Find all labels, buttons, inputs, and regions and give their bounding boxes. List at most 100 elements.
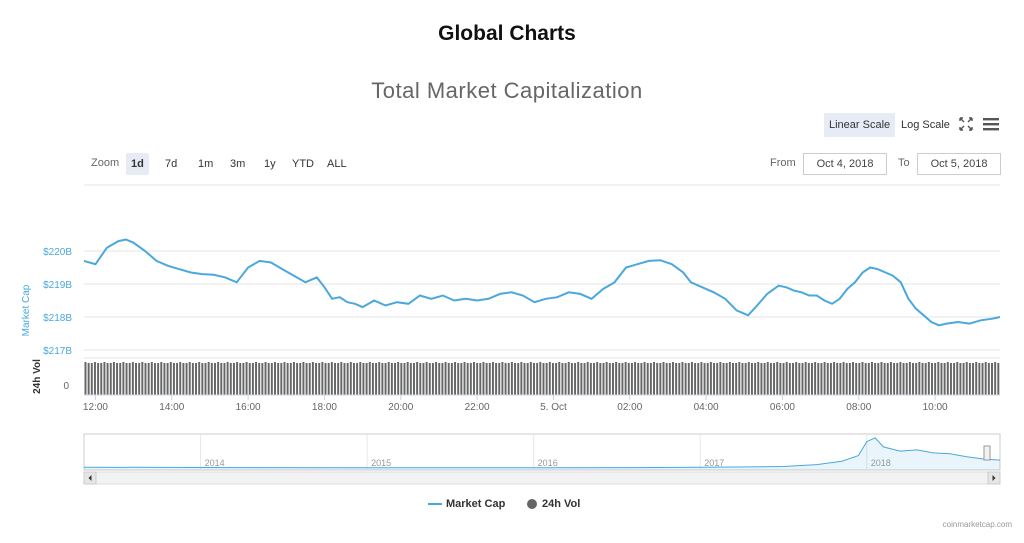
volume-bar [656, 363, 659, 395]
volume-bar [744, 363, 747, 395]
volume-bar [311, 362, 314, 395]
volume-bar [397, 362, 400, 395]
volume-bar [144, 363, 147, 395]
navigator[interactable]: 2014 2015 2016 2017 2018 [0, 432, 1024, 488]
volume-bar [921, 363, 924, 395]
volume-bar [109, 363, 112, 395]
volume-bar [561, 363, 564, 395]
volume-bar [798, 363, 801, 395]
volume-bar [577, 362, 580, 395]
volume-bar [593, 363, 595, 395]
legend-dot-icon [527, 499, 537, 510]
volume-bar [795, 362, 798, 395]
x-tick-label: 5. Oct [540, 402, 567, 413]
volume-bar [255, 362, 258, 395]
range-button-1m[interactable]: 1m [198, 158, 214, 170]
volume-bar [340, 362, 343, 395]
volume-bar [864, 363, 867, 395]
volume-bar [371, 363, 374, 395]
volume-bar [315, 363, 318, 395]
volume-bar [782, 363, 785, 395]
volume-bar [893, 363, 896, 395]
volume-bar [172, 363, 175, 395]
volume-bar [356, 363, 359, 395]
volume-bar [378, 362, 381, 395]
range-button-7d[interactable]: 7d [165, 158, 178, 170]
volume-bar [615, 362, 618, 395]
volume-bar [191, 363, 194, 395]
volume-bar [479, 363, 482, 395]
legend-market-cap[interactable]: Market Cap [428, 498, 505, 510]
volume-bar [937, 362, 940, 395]
y-axis-label: Market Cap [21, 284, 32, 336]
legend-volume[interactable]: 24h Vol [527, 498, 580, 510]
volume-bar [169, 362, 172, 395]
x-tick-label: 16:00 [236, 402, 261, 413]
credits-link[interactable]: coinmarketcap.com [942, 520, 1012, 529]
range-button-1d[interactable]: 1d [126, 153, 149, 175]
volume-bar [713, 363, 716, 395]
volume-bar [201, 363, 204, 395]
volume-bar [905, 363, 908, 395]
volume-bar [845, 363, 848, 395]
navigator-frame [83, 433, 1001, 471]
volume-bar [883, 363, 886, 395]
volume-bar [229, 363, 232, 395]
volume-bar [368, 362, 371, 395]
volume-bar [416, 362, 419, 395]
volume-bar [662, 362, 665, 395]
volume-bar [589, 363, 592, 395]
volume-bar [251, 363, 254, 395]
market-cap-chart[interactable]: $217B $218B $219B $220B Market Cap 24h Vol 0 12… [0, 180, 1024, 430]
volume-bar [889, 362, 892, 395]
volume-bar [352, 363, 355, 395]
volume-bar [817, 363, 820, 395]
volume-bar [687, 363, 690, 395]
volume-bar [141, 362, 144, 395]
volume-bar [97, 363, 100, 395]
volume-bar [839, 363, 842, 395]
volume-bar [826, 363, 829, 395]
volume-bar [523, 363, 526, 395]
range-button-ytd[interactable]: YTD [292, 158, 314, 170]
volume-bar [150, 362, 153, 395]
volume-bar [469, 363, 472, 395]
volume-bar [447, 363, 450, 395]
from-date-input[interactable]: Oct 4, 2018 [803, 153, 887, 175]
volume-bar [991, 363, 993, 395]
volume-bar [551, 363, 554, 395]
hamburger-menu-icon[interactable] [982, 116, 1000, 132]
navigator-year-label: 2018 [871, 458, 891, 468]
volume-bar [649, 363, 652, 395]
y-tick-label: $217B [43, 346, 72, 357]
volume-bar [277, 363, 280, 395]
log-scale-button[interactable]: Log Scale [901, 119, 950, 131]
volume-bar [185, 363, 188, 395]
volume-bar [785, 362, 788, 395]
volume-bar [801, 363, 804, 395]
volume-bar [207, 362, 210, 395]
volume-bar [965, 362, 968, 395]
volume-bar [248, 363, 251, 395]
volume-bar [412, 363, 415, 395]
fullscreen-icon[interactable] [958, 116, 974, 132]
range-button-1y[interactable]: 1y [264, 158, 276, 170]
volume-bar [618, 363, 621, 395]
volume-bar [738, 362, 741, 395]
linear-scale-button[interactable]: Linear Scale [824, 113, 896, 137]
x-tick-label: 22:00 [465, 402, 490, 413]
to-date-input[interactable]: Oct 5, 2018 [917, 153, 1001, 175]
volume-bar [611, 363, 614, 395]
volume-bar [829, 363, 832, 395]
range-button-3m[interactable]: 3m [230, 158, 246, 170]
volume-bar [87, 363, 90, 395]
volume-bar [836, 363, 839, 395]
volume-bar [858, 363, 861, 395]
range-button-all[interactable]: ALL [327, 158, 347, 170]
volume-bar [848, 363, 851, 395]
volume-bar [978, 363, 981, 395]
volume-bar [968, 363, 971, 395]
volume-bar [678, 363, 681, 395]
market-cap-line [83, 238, 1001, 327]
volume-bar [435, 362, 438, 395]
